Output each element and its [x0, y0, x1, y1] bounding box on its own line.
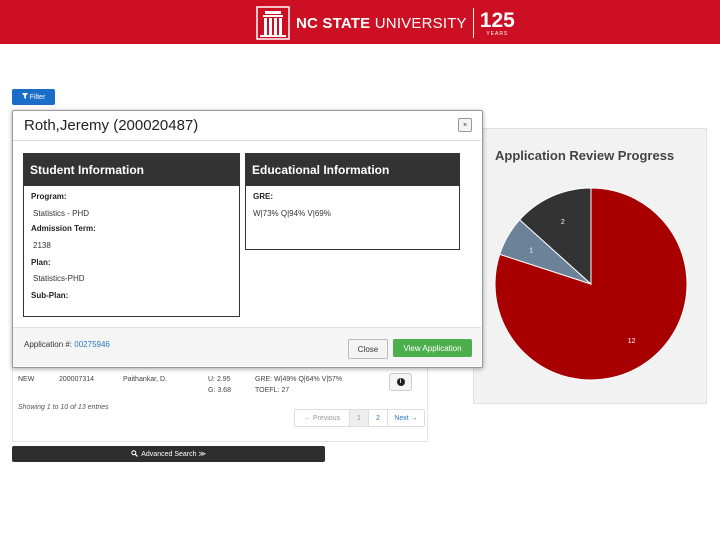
entries-summary: Showing 1 to 10 of 13 entries [18, 404, 109, 411]
cell-gpa-u: U: 2.95 [208, 376, 231, 383]
pagination: ← Previous 1 2 Next → [294, 409, 425, 427]
close-button[interactable]: Close [348, 339, 388, 359]
application-number-value[interactable]: 00275946 [74, 340, 110, 349]
anniversary-badge: 125 YEARS [480, 10, 515, 37]
gre-label: GRE: [253, 192, 273, 201]
cell-name: Paithankar, D. [123, 376, 167, 383]
university-name: NC STATE UNIVERSITY [296, 15, 467, 32]
filter-icon [21, 93, 28, 101]
modal-title: Roth,Jeremy (200020487) [24, 117, 199, 134]
info-button[interactable]: i [389, 373, 412, 391]
cell-id: 200007314 [59, 376, 95, 383]
educational-info-card: Educational Information GRE: W|73% Q|94%… [245, 153, 460, 250]
cell-gpa-g: G: 3.68 [208, 387, 231, 394]
pagination-page-1[interactable]: 1 [350, 410, 369, 426]
pie-label-0: 12 [628, 338, 636, 345]
filter-button[interactable]: Filter [12, 89, 55, 105]
cell-gre: GRE: W|49% Q|64% V|57% [255, 376, 343, 383]
modal-close-icon[interactable]: × [458, 118, 472, 132]
chart-title: Application Review Progress [495, 148, 675, 163]
program-label: Program: [31, 192, 67, 201]
gre-value: W|73% Q|94% V|69% [253, 209, 331, 218]
plan-value: Statistics-PHD [33, 274, 85, 283]
anniversary-sub: YEARS [486, 30, 509, 37]
advanced-search-label: Advanced Search ≫ [141, 451, 206, 458]
pagination-previous[interactable]: ← Previous [295, 410, 350, 426]
pie-slice-0[interactable] [494, 187, 688, 381]
pie-slice-2[interactable] [518, 187, 592, 286]
view-application-button[interactable]: View Application [393, 339, 472, 357]
university-banner: NC STATE UNIVERSITY 125 YEARS [0, 0, 720, 44]
brand-bold: NC STATE [296, 14, 371, 32]
program-value: Statistics - PHD [33, 209, 90, 218]
student-info-heading: Student Information [24, 154, 239, 186]
cell-status: NEW [18, 376, 35, 383]
advanced-search-button[interactable]: Advanced Search ≫ [12, 446, 325, 462]
student-info-card: Student Information Program: Statistics … [23, 153, 240, 317]
search-icon [131, 449, 139, 459]
plan-label: Plan: [31, 258, 51, 267]
filter-label: Filter [29, 93, 46, 101]
university-logo: NC STATE UNIVERSITY 125 YEARS [256, 5, 515, 41]
logo-divider [472, 8, 474, 38]
cell-toefl: TOEFL: 27 [255, 387, 290, 394]
info-icon: i [396, 378, 405, 386]
admission-term-label: Admission Term: [31, 224, 96, 233]
pie-label-1: 1 [529, 247, 533, 254]
modal-divider [13, 140, 481, 141]
educational-info-heading: Educational Information [246, 154, 459, 186]
pagination-next[interactable]: Next → [394, 414, 418, 422]
application-prefix: Application #: [24, 340, 73, 349]
belltower-logo-icon [256, 6, 290, 40]
application-number: Application #: 00275946 [24, 340, 110, 349]
sub-plan-label: Sub-Plan: [31, 291, 69, 300]
pie-label-2: 2 [561, 219, 565, 226]
brand-light: UNIVERSITY [374, 14, 467, 32]
anniversary-number: 125 [479, 8, 515, 32]
pagination-page-2[interactable]: 2 [369, 410, 388, 426]
admission-term-value: 2138 [33, 241, 51, 250]
